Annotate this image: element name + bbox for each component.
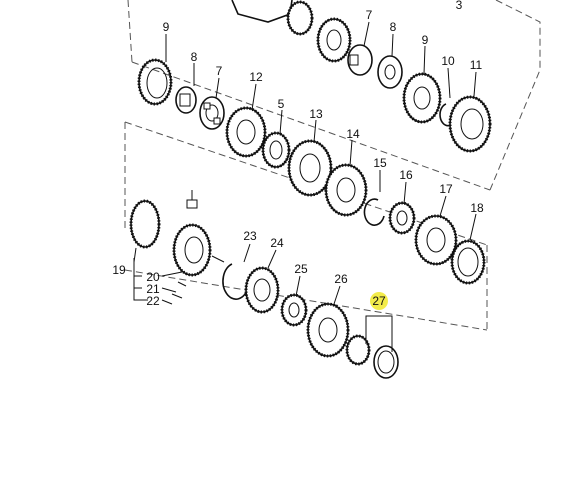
part-11-gear xyxy=(448,95,492,153)
callout-9: 9 xyxy=(422,33,429,47)
callout-24: 24 xyxy=(270,236,284,250)
part-8-sleeve-right xyxy=(347,44,373,76)
callout-15: 15 xyxy=(373,156,387,170)
callout-8: 8 xyxy=(390,20,397,34)
callout-12: 12 xyxy=(249,70,263,84)
part-17-gear xyxy=(414,214,458,266)
callout-18: 18 xyxy=(470,201,484,215)
callout-27: 27 xyxy=(372,294,386,308)
part-15-snap-ring xyxy=(363,198,385,226)
part-26-gear xyxy=(306,302,350,358)
callout-11: 11 xyxy=(470,58,483,72)
callout-10: 10 xyxy=(441,54,455,68)
part-14-gear xyxy=(324,163,368,217)
leader-lines xyxy=(133,21,477,352)
callout-17: 17 xyxy=(439,182,453,196)
callout-7: 7 xyxy=(216,64,223,78)
callout-labels: 3 9 7 8 9 8 7 12 10 11 5 13 14 15 16 17 … xyxy=(112,0,484,310)
callout-25: 25 xyxy=(294,262,308,276)
callout-7: 7 xyxy=(366,8,373,22)
part-23-snap-ring xyxy=(222,263,249,300)
callout-3: 3 xyxy=(456,0,463,12)
shaft-assembly xyxy=(231,0,352,63)
callout-16: 16 xyxy=(399,168,413,182)
callout-27-highlight xyxy=(370,292,388,310)
callout-9: 9 xyxy=(163,20,170,34)
callout-19: 19 xyxy=(112,263,126,277)
part-24-gear xyxy=(244,266,280,314)
part-8-sleeve xyxy=(175,86,197,114)
callout-21: 21 xyxy=(146,282,160,296)
part-12-gear xyxy=(225,106,267,158)
assembly-boundary-upper xyxy=(127,0,541,191)
callout-14: 14 xyxy=(346,127,360,141)
part-19-synchro-assembly xyxy=(129,190,225,299)
callout-8: 8 xyxy=(191,50,198,64)
callout-22: 22 xyxy=(146,294,160,308)
part-5-needle-bearing xyxy=(261,131,291,169)
part-16-needle-bearing xyxy=(388,201,416,235)
callout-20: 20 xyxy=(146,270,160,284)
part-9-synchro-ring xyxy=(137,58,173,106)
callout-13: 13 xyxy=(309,107,323,121)
part-9-hub xyxy=(402,72,442,124)
part-13-gear xyxy=(287,139,333,197)
part-27-taper-bearing xyxy=(345,334,399,379)
part-7-sleeve xyxy=(199,96,225,130)
part-18-synchro-ring xyxy=(450,239,486,285)
part-7-sleeve-right xyxy=(377,55,403,89)
callout-5: 5 xyxy=(278,97,285,111)
callout-23: 23 xyxy=(243,229,257,243)
part-25-needle-bearing xyxy=(280,293,308,327)
callout-26: 26 xyxy=(334,272,348,286)
